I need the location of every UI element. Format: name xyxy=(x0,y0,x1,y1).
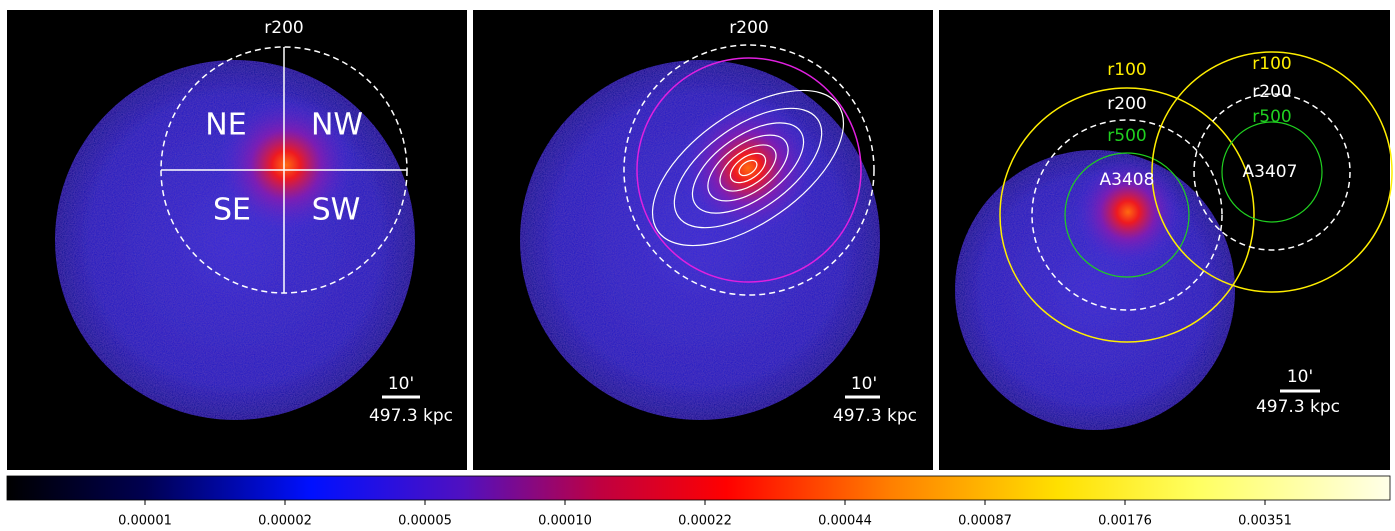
r500-circle xyxy=(1221,121,1323,223)
label: SW xyxy=(312,193,361,228)
tick-label: 0.00002 xyxy=(258,514,312,529)
colorbar-ticks: 0.00001 0.00002 0.00005 0.00010 0.00022 0.000… xyxy=(118,500,1292,529)
label: A3408 xyxy=(1100,170,1155,190)
label: 10' xyxy=(851,374,877,394)
tick-label: 0.00022 xyxy=(678,514,732,529)
label: NW xyxy=(311,108,363,143)
tick-label: 0.00010 xyxy=(538,514,592,529)
contours xyxy=(651,89,845,247)
circle xyxy=(636,57,862,283)
label: 10' xyxy=(388,374,414,394)
label: r200 xyxy=(1252,82,1291,102)
panel-2: r200 10' 497.3 kpc xyxy=(473,10,933,470)
label: r200 xyxy=(264,18,303,38)
label: 497.3 kpc xyxy=(833,406,917,426)
label: 497.3 kpc xyxy=(369,406,453,426)
tick-label: 0.00005 xyxy=(398,514,452,529)
r500-circle xyxy=(1064,152,1190,278)
label: NE xyxy=(205,108,246,143)
tick-label: 0.00044 xyxy=(818,514,872,529)
label: r200 xyxy=(1107,94,1146,114)
label: r100 xyxy=(1107,60,1146,80)
cluster-core xyxy=(678,98,818,238)
label: r100 xyxy=(1252,54,1291,74)
label: SE xyxy=(213,193,251,228)
tick-label: 0.00176 xyxy=(1098,514,1152,529)
label: r200 xyxy=(729,18,768,38)
r200-circle xyxy=(1193,93,1351,251)
label: A3407 xyxy=(1243,162,1298,182)
cluster-core xyxy=(1073,157,1183,267)
image-disk xyxy=(520,60,880,420)
panel-3: r100 r200 r500 A3408 r100 r200 r500 A340… xyxy=(939,10,1393,470)
label: r500 xyxy=(1107,126,1146,146)
r200-circle xyxy=(623,44,875,296)
tick-label: 0.00087 xyxy=(958,514,1012,529)
r200-circle xyxy=(1031,119,1223,311)
label: 497.3 kpc xyxy=(1256,397,1340,417)
tick-label: 0.00001 xyxy=(118,514,172,529)
r100-circle xyxy=(999,87,1255,343)
label: r500 xyxy=(1252,107,1291,127)
cluster-core xyxy=(216,95,356,235)
r100-circle xyxy=(1151,51,1393,293)
label: 10' xyxy=(1287,367,1313,387)
tick-label: 0.00351 xyxy=(1238,514,1292,529)
panel-1: r200 NE NW SE SW 10' 497.3 kpc xyxy=(7,10,467,470)
colorbar xyxy=(6,475,1391,501)
